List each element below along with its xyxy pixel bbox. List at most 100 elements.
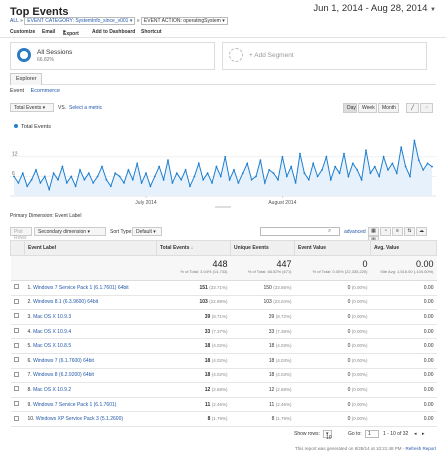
- data-point: [39, 182, 42, 184]
- row-checkbox-cell: [10, 353, 25, 369]
- column-header-event-label[interactable]: Event Label: [24, 240, 157, 256]
- week-button[interactable]: Week: [358, 103, 377, 113]
- row-event-label[interactable]: Mac OS X 10.8.5: [33, 343, 72, 350]
- sort-type-dropdown[interactable]: Default ▾: [132, 227, 162, 236]
- column-header-total-events-label: Total Events: [160, 245, 190, 251]
- row-checkbox[interactable]: [13, 342, 19, 348]
- shortcut-button[interactable]: Shortcut: [141, 29, 162, 35]
- row-checkbox[interactable]: [13, 401, 19, 407]
- data-point: [74, 185, 77, 188]
- row-checkbox[interactable]: [13, 328, 19, 334]
- add-to-dashboard-button[interactable]: Add to Dashboard: [92, 29, 136, 35]
- data-point: [268, 169, 271, 171]
- row-event-label[interactable]: Windows 8 (6.2.9200) 64bit: [33, 372, 94, 379]
- row-checkbox[interactable]: [13, 313, 19, 319]
- breadcrumb-all[interactable]: ALL: [10, 18, 19, 24]
- row-checkbox[interactable]: [13, 298, 19, 304]
- prev-page-icon[interactable]: ◂: [414, 431, 417, 437]
- motion-chart-icon[interactable]: ⁖: [420, 103, 433, 113]
- sort-descending-icon: ↓: [190, 245, 194, 251]
- row-index: 1.: [27, 284, 32, 291]
- row-event-label[interactable]: Windows 7 Service Pack 1 (6.1.7601): [33, 401, 117, 408]
- export-button[interactable]: Export ▾: [63, 29, 79, 37]
- segment-all-sessions[interactable]: All Sessions 66.82%: [10, 42, 215, 70]
- row-event-value-value: 0: [347, 299, 351, 306]
- advanced-filter-link[interactable]: advanced: [344, 229, 366, 235]
- row-event-value-value: 0: [347, 343, 351, 350]
- row-event-value: 0 (0.00%): [294, 338, 371, 354]
- data-point: [365, 149, 367, 152]
- data-point: [285, 175, 288, 178]
- data-point: [189, 185, 191, 188]
- row-event-label[interactable]: Windows 7 Service Pack 1 (6.1.7601) 64bi…: [33, 284, 129, 291]
- row-checkbox[interactable]: [13, 371, 19, 377]
- data-point: [13, 175, 15, 178]
- row-event-value-pct: (0.00%): [351, 328, 368, 334]
- breadcrumb-action[interactable]: EVENT ACTION: operatingSystem ▾: [140, 17, 228, 25]
- row-event-label[interactable]: Windows XP Service Pack 3 (5.1.2600): [35, 416, 124, 423]
- data-point: [149, 185, 152, 188]
- row-event-label[interactable]: Mac OS X 10.9.4: [33, 328, 72, 335]
- report-tabs: Explorer: [10, 73, 436, 85]
- chart-resize-handle: [215, 206, 231, 208]
- row-checkbox[interactable]: [13, 357, 19, 363]
- plot-rows-button[interactable]: Plot Rows: [10, 227, 32, 241]
- metric-selector[interactable]: Total Events ▾: [10, 103, 54, 112]
- row-unique-events: 8 (1.79%): [230, 411, 295, 427]
- column-header-unique-events[interactable]: Unique Events: [230, 240, 295, 256]
- customize-button[interactable]: Customize: [10, 29, 36, 35]
- subtab-event[interactable]: Event: [10, 88, 25, 94]
- row-unique-events-value: 12: [268, 386, 275, 393]
- row-total-events-pct: (1.79%): [211, 416, 228, 422]
- line-chart-icon[interactable]: ╱: [406, 103, 419, 113]
- data-point: [167, 159, 169, 161]
- column-header-avg-value[interactable]: Avg. Value: [370, 240, 437, 256]
- column-header-event-value[interactable]: Event Value: [294, 240, 371, 256]
- row-event-label[interactable]: Mac OS X 10.9.3: [33, 313, 72, 320]
- show-rows-select[interactable]: 10 ▾: [323, 430, 332, 441]
- primary-dimension-label: Primary Dimension:: [10, 213, 54, 219]
- email-button[interactable]: Email: [42, 29, 56, 35]
- show-rows-label: Show rows:: [294, 431, 320, 437]
- series-line-total-events: [13, 140, 433, 192]
- performance-view-icon[interactable]: ≡: [392, 227, 403, 236]
- data-point: [65, 182, 68, 184]
- subtab-ecommerce[interactable]: Ecommerce: [30, 88, 60, 94]
- row-label-cell: 9. Windows 7 Service Pack 1 (6.1.7601): [24, 397, 157, 413]
- data-point: [109, 185, 112, 188]
- primary-dimension-value[interactable]: Event Label: [55, 213, 82, 219]
- row-checkbox[interactable]: [13, 415, 19, 421]
- explorer-subtabs: Event Ecommerce: [10, 88, 60, 94]
- row-unique-events-value: 39: [268, 313, 275, 320]
- row-event-label[interactable]: Mac OS X 10.9.2: [33, 386, 72, 393]
- date-range-picker[interactable]: Jun 1, 2014 - Aug 28, 2014 ▼: [313, 3, 436, 14]
- row-total-events-pct: (2.68%): [211, 386, 228, 392]
- next-page-icon[interactable]: ▸: [422, 431, 425, 437]
- breadcrumb-category[interactable]: EVENT CATEGORY: SystemInfo_since_v001 ▾: [24, 17, 136, 25]
- refresh-report-link[interactable]: Refresh Report: [405, 446, 436, 451]
- secondary-dimension-dropdown[interactable]: Secondary dimension ▾: [34, 227, 106, 236]
- month-button[interactable]: Month: [378, 103, 399, 113]
- row-checkbox[interactable]: [13, 284, 19, 290]
- totals-avg-value-sub: Site Avg: 1,516.00 (-100.00%): [380, 269, 434, 274]
- table-row: 7. Windows 8 (6.2.9200) 64bit 18 (4.02%) 1…: [10, 368, 437, 384]
- row-event-label[interactable]: Windows 8.1 (6.3.9600) 64bit: [33, 299, 99, 306]
- tab-explorer[interactable]: Explorer: [10, 73, 43, 85]
- row-label-cell: 4. Mac OS X 10.9.4: [24, 324, 157, 340]
- term-cloud-icon[interactable]: ☁: [416, 227, 427, 236]
- add-segment-button[interactable]: + Add Segment: [222, 42, 427, 70]
- row-event-label[interactable]: Windows 7 (6.1.7600) 64bit: [33, 357, 94, 364]
- row-unique-events-pct: (4.03%): [275, 372, 292, 378]
- select-metric-link[interactable]: Select a metric: [69, 105, 103, 111]
- table-view-icon[interactable]: ▦: [368, 227, 379, 236]
- goto-input[interactable]: 1: [365, 430, 379, 438]
- day-button[interactable]: Day: [343, 103, 357, 113]
- comparison-view-icon[interactable]: ⇅: [404, 227, 415, 236]
- show-rows-value: 10: [326, 435, 332, 441]
- column-header-total-events[interactable]: Total Events ↓: [156, 240, 231, 256]
- search-icon[interactable]: ⌕: [328, 228, 332, 234]
- table-search-input[interactable]: [260, 227, 340, 236]
- data-point: [57, 178, 59, 181]
- percentage-view-icon[interactable]: ◔: [380, 227, 391, 236]
- row-checkbox[interactable]: [13, 386, 19, 392]
